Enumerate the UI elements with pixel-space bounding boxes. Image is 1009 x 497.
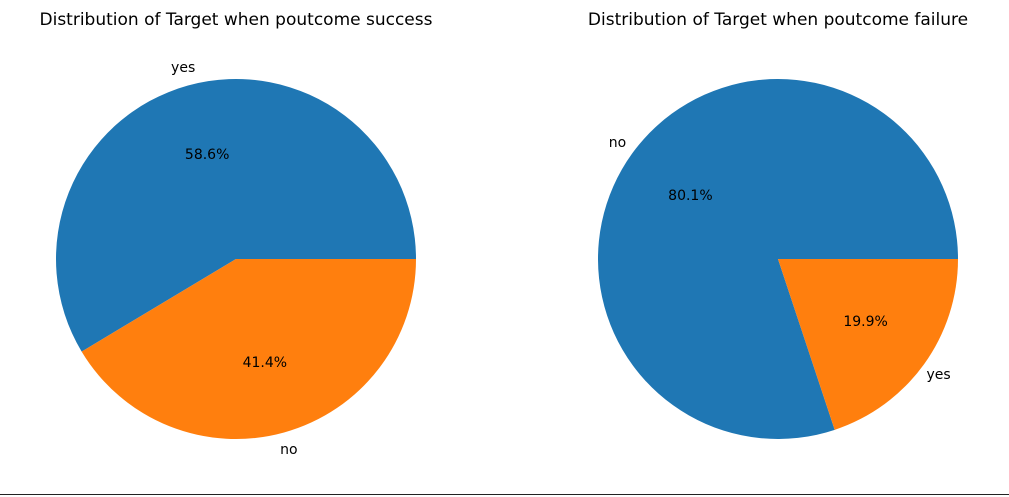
chart-title-failure: Distribution of Target when poutcome fai…: [588, 10, 968, 30]
slice-label-success-yes: yes: [171, 60, 195, 76]
slice-label-failure-no: no: [609, 135, 626, 151]
slice-success-no: [81, 259, 417, 440]
pct-label-failure-no: 80.1%: [668, 188, 712, 204]
slice-label-failure-yes: yes: [926, 367, 950, 383]
slice-success-yes: [56, 79, 417, 352]
slice-failure-yes: [778, 259, 958, 430]
slice-label-success-no: no: [280, 442, 297, 458]
pct-label-success-yes: 58.6%: [185, 147, 229, 163]
slice-failure-no: [597, 79, 958, 440]
pie-chart-failure: Distribution of Target when poutcome fai…: [588, 10, 968, 440]
chart-title-success: Distribution of Target when poutcome suc…: [40, 10, 433, 30]
bottom-divider: [0, 494, 1009, 495]
pct-label-failure-yes: 19.9%: [843, 314, 887, 330]
pct-label-success-no: 41.4%: [243, 355, 287, 371]
pie-chart-success: Distribution of Target when poutcome suc…: [40, 10, 433, 458]
